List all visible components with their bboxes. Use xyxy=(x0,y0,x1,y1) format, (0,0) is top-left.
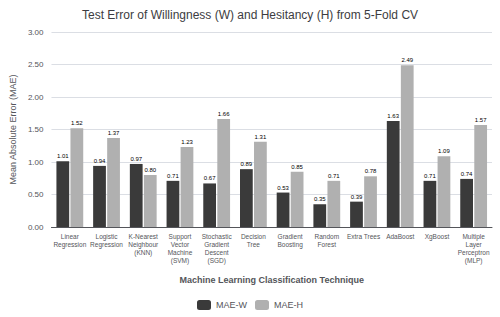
svg-text:Logistic: Logistic xyxy=(96,233,119,241)
svg-text:0.78: 0.78 xyxy=(365,168,377,174)
svg-text:1.50: 1.50 xyxy=(28,125,44,134)
svg-text:Random: Random xyxy=(315,233,340,240)
svg-text:AdaBoost: AdaBoost xyxy=(386,233,414,240)
svg-text:0.94: 0.94 xyxy=(94,158,106,164)
svg-text:1.37: 1.37 xyxy=(108,130,120,136)
svg-text:Gradient: Gradient xyxy=(204,241,229,248)
svg-text:0.53: 0.53 xyxy=(277,185,289,191)
svg-text:Support: Support xyxy=(169,233,192,241)
svg-text:(SGD): (SGD) xyxy=(207,257,225,265)
svg-text:Gradient: Gradient xyxy=(278,233,303,240)
svg-text:Boosting: Boosting xyxy=(277,241,303,249)
svg-text:Stochastic: Stochastic xyxy=(202,233,233,240)
svg-text:0.85: 0.85 xyxy=(291,164,303,170)
svg-text:0.71: 0.71 xyxy=(167,173,179,179)
svg-text:Neighbour: Neighbour xyxy=(128,241,159,249)
svg-text:1.66: 1.66 xyxy=(218,111,230,117)
svg-text:0.39: 0.39 xyxy=(351,194,363,200)
svg-text:Vector: Vector xyxy=(171,241,190,248)
svg-text:MAE-H: MAE-H xyxy=(274,300,303,310)
svg-text:1.57: 1.57 xyxy=(475,117,487,123)
svg-text:0.89: 0.89 xyxy=(241,161,253,167)
svg-text:Regression: Regression xyxy=(53,241,86,249)
svg-text:(MLP): (MLP) xyxy=(465,257,483,265)
svg-text:Decision: Decision xyxy=(241,233,266,240)
svg-text:Machine: Machine xyxy=(168,249,193,256)
svg-text:3.00: 3.00 xyxy=(28,28,44,37)
svg-text:Machine Learning Classificatio: Machine Learning Classification Techniqu… xyxy=(180,275,364,285)
svg-text:Regression: Regression xyxy=(90,241,123,249)
svg-text:1.23: 1.23 xyxy=(181,139,193,145)
svg-text:0.67: 0.67 xyxy=(204,175,216,181)
svg-text:1.63: 1.63 xyxy=(387,113,399,119)
svg-text:(KNN): (KNN) xyxy=(134,249,152,257)
svg-text:0.35: 0.35 xyxy=(314,196,326,202)
svg-text:2.00: 2.00 xyxy=(28,93,44,102)
svg-text:Mean Absolute Error (MAE): Mean Absolute Error (MAE) xyxy=(8,74,18,184)
svg-text:0.00: 0.00 xyxy=(28,223,44,232)
svg-text:Multiple: Multiple xyxy=(462,233,485,241)
svg-text:1.01: 1.01 xyxy=(57,153,69,159)
svg-text:1.00: 1.00 xyxy=(28,158,44,167)
svg-text:0.71: 0.71 xyxy=(424,173,436,179)
svg-text:Layer: Layer xyxy=(466,241,483,249)
svg-text:0.74: 0.74 xyxy=(461,171,473,177)
svg-text:Test Error of Willingness (W): Test Error of Willingness (W) and Hesita… xyxy=(82,8,418,22)
svg-text:1.52: 1.52 xyxy=(71,120,83,126)
svg-text:1.31: 1.31 xyxy=(255,134,267,140)
svg-text:0.97: 0.97 xyxy=(130,156,142,162)
svg-text:2.49: 2.49 xyxy=(401,57,413,63)
svg-text:XgBoost: XgBoost xyxy=(425,233,450,241)
svg-text:Descent: Descent xyxy=(205,249,229,256)
svg-text:Extra Trees: Extra Trees xyxy=(347,233,381,240)
svg-text:Tree: Tree xyxy=(247,241,261,248)
svg-text:Perceptron: Perceptron xyxy=(458,249,490,257)
svg-text:0.50: 0.50 xyxy=(28,190,44,199)
svg-text:1.09: 1.09 xyxy=(438,148,450,154)
svg-text:Linear: Linear xyxy=(61,233,80,240)
svg-text:0.80: 0.80 xyxy=(144,167,156,173)
svg-text:0.71: 0.71 xyxy=(328,173,340,179)
svg-text:Forest: Forest xyxy=(318,241,337,248)
svg-text:2.50: 2.50 xyxy=(28,60,44,69)
svg-text:(SVM): (SVM) xyxy=(171,257,189,265)
svg-text:MAE-W: MAE-W xyxy=(216,300,248,310)
svg-text:K-Nearest: K-Nearest xyxy=(129,233,158,240)
